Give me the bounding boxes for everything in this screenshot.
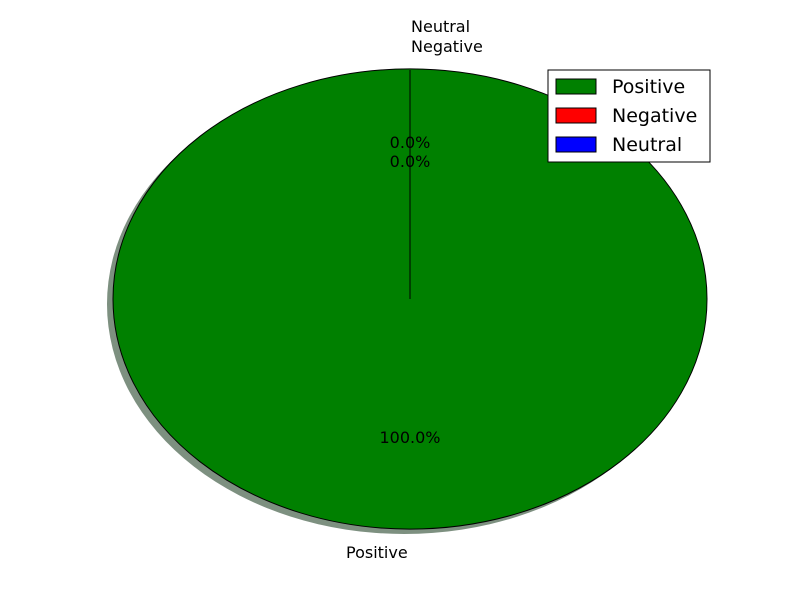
legend-label-positive: Positive [612, 76, 685, 98]
outer-label-negative: Negative [411, 37, 483, 56]
percent-label-positive: 100.0% [379, 428, 440, 447]
legend-swatch-neutral [555, 136, 597, 153]
legend-label-negative: Negative [612, 105, 697, 127]
percent-label-negative: 0.0% [390, 133, 431, 152]
legend-swatch-negative [555, 107, 597, 124]
legend-label-neutral: Neutral [612, 134, 682, 156]
outer-label-neutral: Neutral [411, 17, 470, 36]
outer-label-positive: Positive [346, 543, 408, 562]
legend: Positive Negative Neutral [547, 69, 711, 163]
legend-swatch-positive [555, 78, 597, 95]
pie-slices [112, 68, 708, 530]
slice-percent-labels: 100.0% 0.0%0.0% [379, 133, 440, 447]
percent-label-neutral: 0.0% [390, 152, 431, 171]
